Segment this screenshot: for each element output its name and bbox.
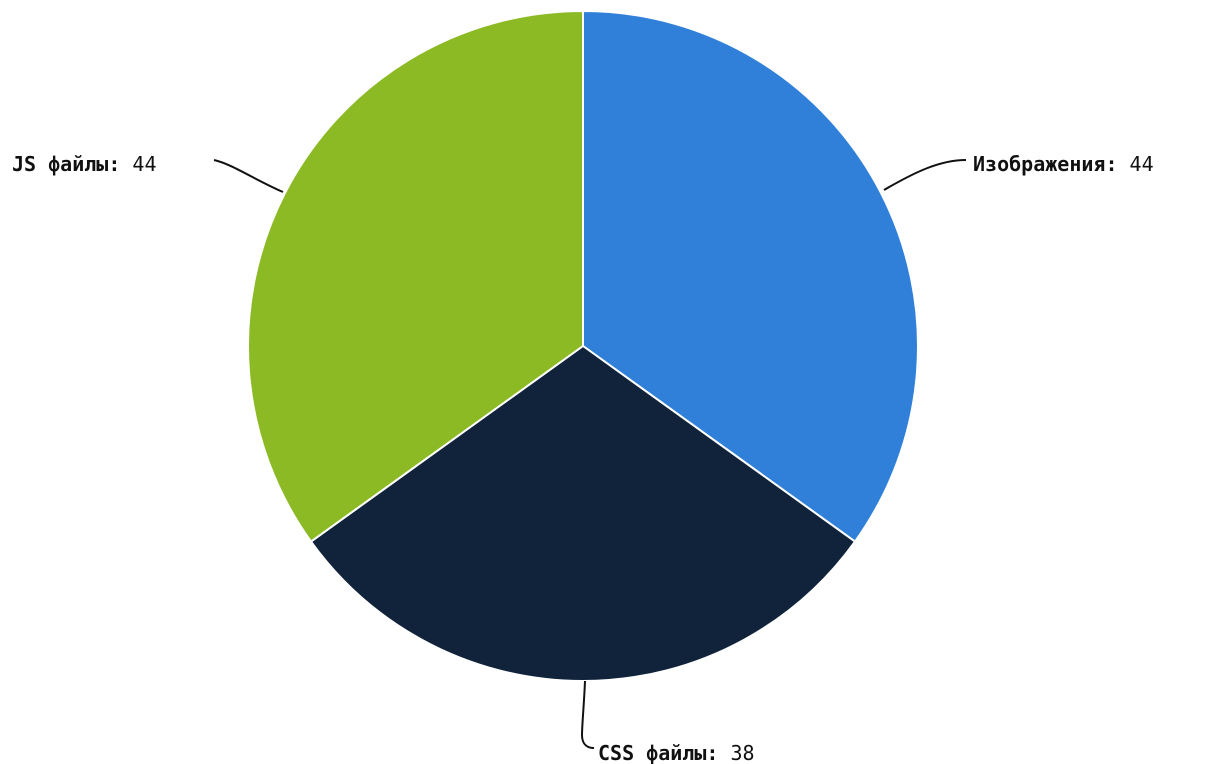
slice-label-value: 44 <box>1130 152 1154 176</box>
slice-label-value: 44 <box>132 152 156 176</box>
slice-label-separator: : <box>108 152 132 176</box>
pie-slice-js-файлы[interactable] <box>247 10 584 543</box>
pie-slice-изображения[interactable] <box>582 10 919 543</box>
slice-label-css-файлы: CSS файлы: 38 <box>598 741 755 764</box>
pie-slice-css-файлы[interactable] <box>310 345 856 682</box>
slice-label-name: CSS файлы <box>598 741 706 764</box>
slice-label-value: 38 <box>730 741 754 764</box>
slice-label-js-файлы: JS файлы: 44 <box>12 152 157 176</box>
leader-line-изображения <box>883 159 967 191</box>
leader-line-js-файлы <box>213 159 284 193</box>
slice-label-name: Изображения <box>973 152 1105 176</box>
leader-line-css-файлы <box>580 680 595 749</box>
slice-label-separator: : <box>706 741 730 764</box>
slice-label-изображения: Изображения: 44 <box>973 152 1154 176</box>
slice-label-name: JS файлы <box>12 152 108 176</box>
slice-label-separator: : <box>1105 152 1129 176</box>
